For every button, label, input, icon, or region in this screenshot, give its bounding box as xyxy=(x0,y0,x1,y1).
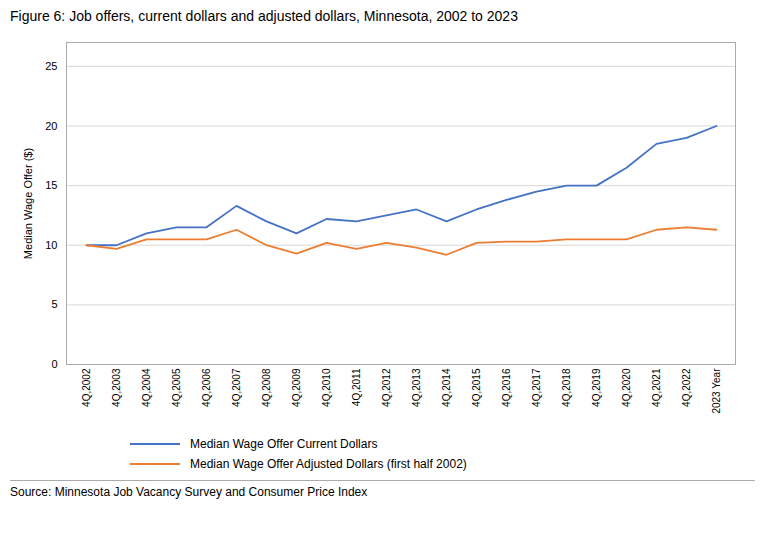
svg-text:2023 Year: 2023 Year xyxy=(711,368,722,414)
svg-text:4Q,2017: 4Q,2017 xyxy=(531,368,542,407)
svg-text:4Q,2008: 4Q,2008 xyxy=(261,368,272,407)
svg-text:0: 0 xyxy=(51,358,57,370)
svg-text:4Q,2005: 4Q,2005 xyxy=(171,368,182,407)
svg-text:4Q,2004: 4Q,2004 xyxy=(141,368,152,407)
svg-text:Median Wage Offer ($): Median Wage Offer ($) xyxy=(22,148,34,259)
svg-text:4Q,2003: 4Q,2003 xyxy=(111,368,122,407)
svg-text:25: 25 xyxy=(45,60,57,72)
svg-text:20: 20 xyxy=(45,120,57,132)
html-text:Median Wage Offer Adjusted Dol: Median Wage Offer Adjusted Dollars (firs… xyxy=(190,457,467,471)
svg-text:4Q,2007: 4Q,2007 xyxy=(231,368,242,407)
svg-text:4Q,2021: 4Q,2021 xyxy=(651,368,662,407)
html-text:Figure 6: Job offers, current: Figure 6: Job offers, current dollars an… xyxy=(10,8,518,24)
html-text:Source: Minnesota Job Vacancy: Source: Minnesota Job Vacancy Survey and… xyxy=(10,485,368,499)
svg-text:4Q,2013: 4Q,2013 xyxy=(411,368,422,407)
svg-text:15: 15 xyxy=(45,179,57,191)
svg-text:4Q,2016: 4Q,2016 xyxy=(501,368,512,407)
svg-text:4Q,2012: 4Q,2012 xyxy=(381,368,392,407)
svg-text:4Q,2014: 4Q,2014 xyxy=(441,368,452,407)
svg-text:4Q,2019: 4Q,2019 xyxy=(591,368,602,407)
svg-text:4Q,2009: 4Q,2009 xyxy=(291,368,302,407)
html-text:Median Wage Offer Current Doll: Median Wage Offer Current Dollars xyxy=(190,437,378,451)
svg-text:4Q,2002: 4Q,2002 xyxy=(81,368,92,407)
svg-text:4Q,2018: 4Q,2018 xyxy=(561,368,572,407)
svg-text:4Q,2022: 4Q,2022 xyxy=(681,368,692,407)
svg-text:5: 5 xyxy=(51,298,57,310)
svg-text:10: 10 xyxy=(45,239,57,251)
svg-text:4Q,2015: 4Q,2015 xyxy=(471,368,482,407)
svg-text:4Q,2011: 4Q,2011 xyxy=(351,368,362,406)
svg-text:4Q,2010: 4Q,2010 xyxy=(321,368,332,407)
svg-text:4Q,2020: 4Q,2020 xyxy=(621,368,632,407)
svg-text:4Q,2006: 4Q,2006 xyxy=(201,368,212,407)
